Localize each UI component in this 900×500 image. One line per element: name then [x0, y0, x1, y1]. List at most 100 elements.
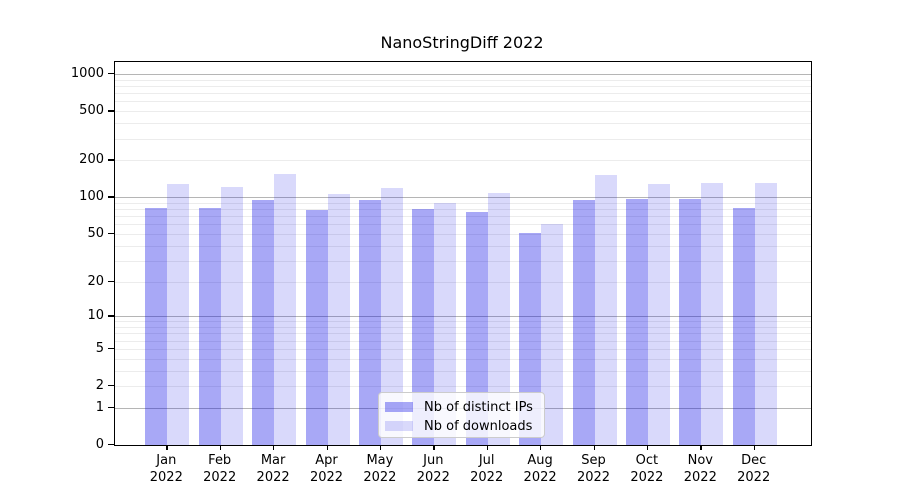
x-tick-label: Aug 2022 [523, 453, 557, 485]
y-tick-label: 10 [87, 308, 104, 324]
bar-downloads-mar [274, 173, 297, 445]
x-tick-label: Nov 2022 [683, 453, 717, 485]
gridline-minor [115, 281, 811, 283]
x-tick-mark [326, 445, 328, 450]
bar-downloads-may [380, 188, 403, 445]
gridline-minor [115, 386, 811, 387]
bar-distinct-ips-mar [252, 200, 275, 445]
y-tick-mark [108, 232, 114, 235]
x-tick-label: Dec 2022 [737, 453, 771, 485]
x-tick-label: Jun 2022 [416, 453, 450, 485]
gridline-minor [115, 333, 811, 335]
bar-distinct-ips-apr [305, 209, 328, 445]
x-tick-label: Apr 2022 [309, 453, 344, 485]
x-tick-mark [593, 445, 595, 450]
bar-downloads-feb [220, 186, 243, 445]
gridline-minor [115, 79, 811, 81]
x-tick-mark [273, 445, 275, 450]
y-tick-label: 1000 [70, 65, 104, 81]
bar-downloads-dec [754, 183, 777, 445]
y-tick-mark [108, 406, 114, 409]
y-tick-mark [108, 110, 114, 112]
x-tick-label: May 2022 [363, 453, 397, 485]
x-tick-label: Mar 2022 [256, 453, 290, 485]
legend: Nb of distinct IPs Nb of downloads [378, 392, 545, 438]
bar-downloads-apr [327, 194, 350, 445]
gridline-minor [115, 202, 811, 204]
legend-row-downloads: Nb of downloads [385, 417, 544, 435]
gridline-minor [115, 160, 811, 162]
gridline-minor [115, 370, 811, 372]
gridline-minor [115, 327, 811, 328]
x-tick-label: Jul 2022 [470, 453, 504, 485]
x-tick-label: Jan 2022 [149, 453, 183, 485]
y-tick-mark [108, 72, 114, 75]
legend-row-distinct-ips: Nb of distinct IPs [385, 398, 544, 416]
x-tick-mark [433, 445, 435, 450]
y-tick-mark [108, 385, 114, 387]
bar-downloads-sep [594, 175, 617, 445]
gridline-minor [115, 358, 811, 360]
gridline-minor [115, 138, 811, 140]
bar-distinct-ips-dec [732, 207, 755, 445]
y-tick-mark [108, 347, 114, 350]
bar-downloads-jan [167, 184, 190, 445]
gridline-minor [115, 123, 811, 125]
x-tick-mark [753, 445, 756, 450]
gridline-minor [115, 93, 811, 95]
bar-downloads-jul [487, 192, 510, 445]
bar-downloads-aug [541, 224, 564, 445]
gridline-minor [115, 101, 811, 103]
gridline-major [115, 73, 811, 76]
chart-title: NanoStringDiff 2022 [380, 33, 544, 52]
y-tick-label: 0 [95, 437, 104, 452]
y-tick-label: 5 [95, 340, 104, 356]
x-tick-mark [540, 445, 542, 450]
gridline-minor [115, 85, 811, 87]
y-tick-label: 20 [87, 273, 104, 289]
bar-distinct-ips-jan [145, 207, 168, 445]
x-tick-label: Feb 2022 [203, 453, 237, 485]
x-tick-label: Oct 2022 [630, 453, 664, 485]
bar-distinct-ips-feb [198, 207, 221, 445]
x-tick-mark [700, 445, 702, 450]
x-tick-mark [219, 445, 222, 450]
bar-distinct-ips-jun [412, 209, 435, 445]
gridline-minor [115, 260, 811, 262]
y-tick-mark [108, 159, 114, 161]
gridline-minor [115, 348, 811, 350]
bar-distinct-ips-sep [572, 199, 595, 445]
bar-downloads-nov [701, 182, 724, 445]
legend-label-distinct-ips: Nb of distinct IPs [424, 399, 533, 415]
gridline-minor [115, 233, 811, 235]
plot-area [114, 61, 812, 446]
gridline-minor [115, 111, 811, 113]
y-tick-label: 1 [95, 399, 104, 415]
y-tick-mark [108, 196, 114, 198]
bar-distinct-ips-nov [679, 199, 702, 445]
legend-label-downloads: Nb of downloads [424, 418, 533, 434]
y-tick-mark [108, 315, 114, 317]
y-tick-mark [108, 280, 114, 282]
gridline-minor [115, 340, 811, 342]
x-tick-mark [379, 445, 382, 450]
x-tick-mark [486, 445, 489, 450]
x-tick-mark [646, 445, 649, 450]
bar-downloads-jun [434, 202, 457, 445]
bar-distinct-ips-oct [625, 198, 648, 445]
gridline-minor [115, 245, 811, 247]
bar-distinct-ips-aug [519, 232, 542, 445]
bar-distinct-ips-jul [465, 212, 488, 445]
legend-swatch-downloads [385, 421, 413, 431]
gridline-minor [115, 224, 811, 226]
gridline-major [115, 197, 811, 199]
y-tick-label: 50 [87, 225, 104, 241]
gridline-minor [115, 216, 811, 218]
gridline-minor [115, 209, 811, 211]
gridline-minor [115, 321, 811, 323]
x-tick-label: Sep 2022 [576, 453, 611, 485]
gridline-major [115, 316, 811, 318]
y-tick-mark [108, 444, 114, 446]
bar-downloads-oct [647, 184, 670, 445]
